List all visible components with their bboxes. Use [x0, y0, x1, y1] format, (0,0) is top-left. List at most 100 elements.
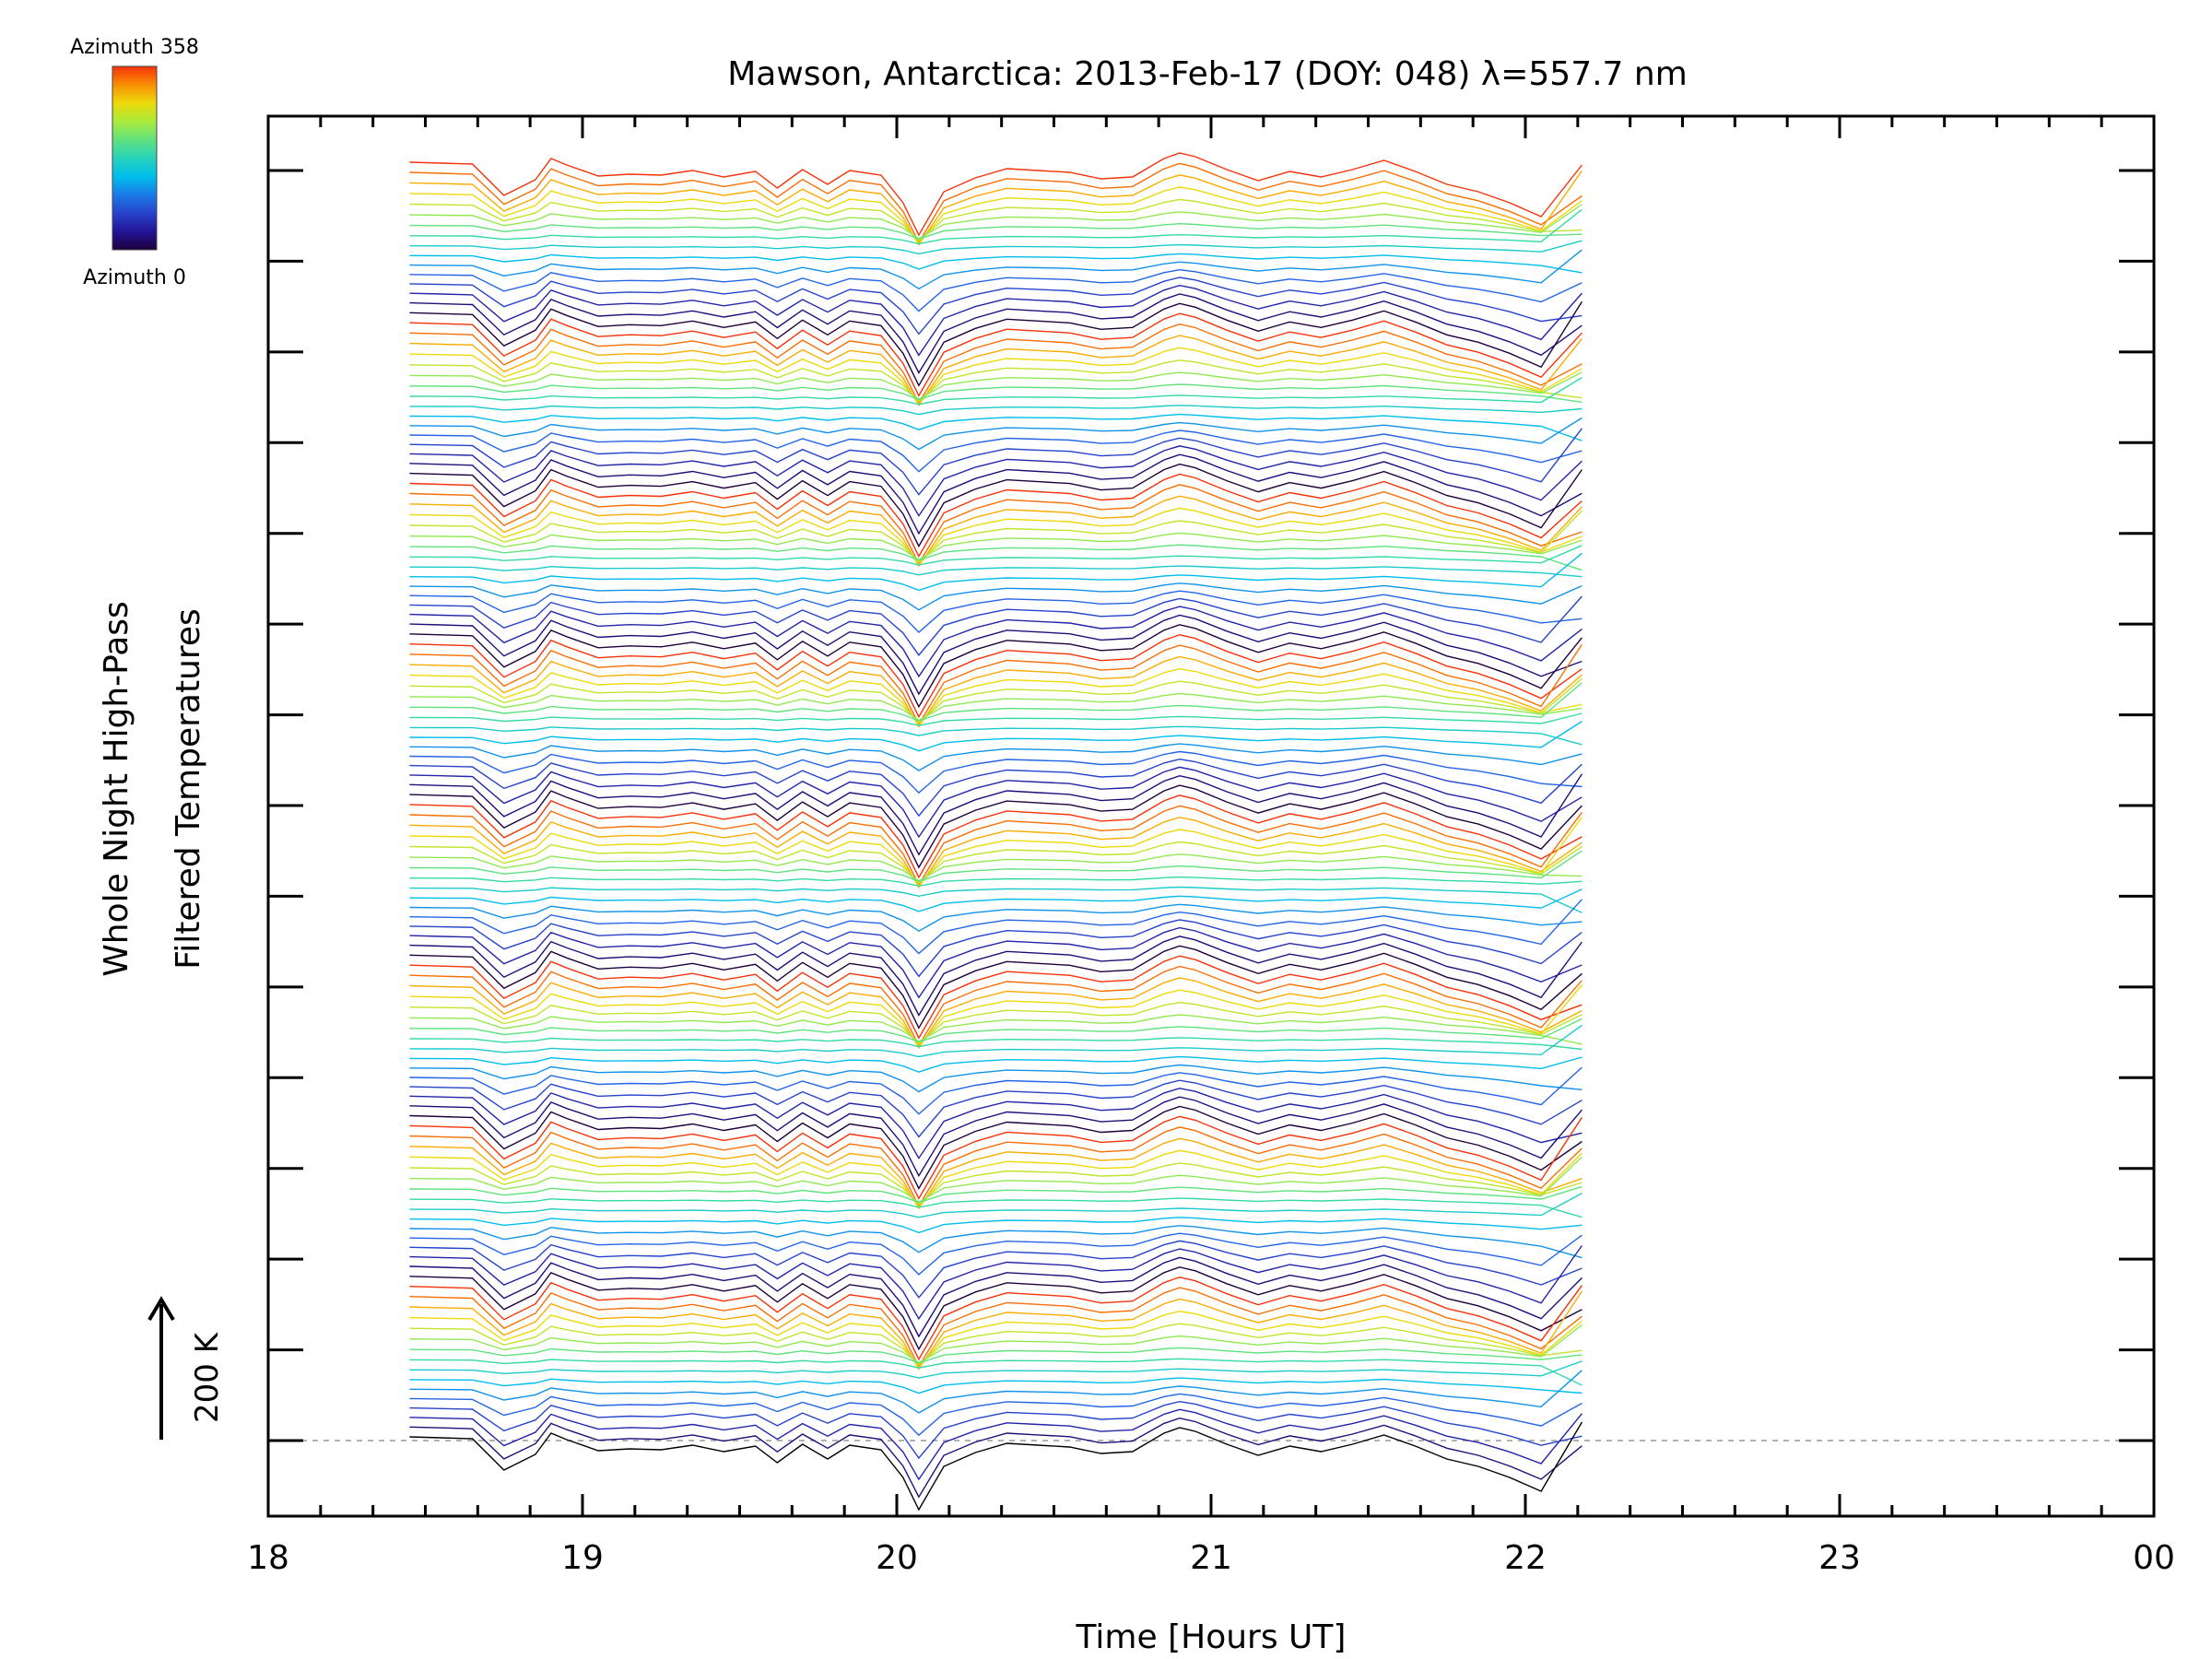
series-line-34 — [409, 1088, 1583, 1159]
series-line-21 — [409, 1225, 1583, 1259]
series-line-116 — [409, 268, 1583, 312]
series-line-28 — [409, 1149, 1583, 1208]
series-line-23 — [409, 1192, 1583, 1218]
series-line-18 — [409, 1245, 1583, 1321]
series-line-100 — [409, 429, 1583, 473]
series-line-25 — [409, 1185, 1583, 1204]
series-line-122 — [409, 204, 1583, 240]
series-line-59 — [409, 841, 1583, 885]
series-line-12 — [409, 1310, 1583, 1370]
series-line-41 — [409, 1018, 1583, 1043]
series-line-108 — [409, 347, 1583, 406]
series-line-98 — [409, 445, 1583, 517]
series-line-114 — [409, 284, 1583, 357]
series-line-29 — [409, 1137, 1583, 1210]
series-line-48 — [409, 945, 1583, 1030]
colorbar-max-label: Azimuth 358 — [70, 36, 199, 59]
series-line-26 — [409, 1156, 1583, 1204]
series-line-87 — [409, 565, 1583, 578]
series-line-103 — [409, 405, 1583, 416]
series-line-71 — [409, 725, 1583, 746]
series-line-117 — [409, 249, 1583, 290]
series-line-121 — [409, 222, 1583, 241]
series-line-57 — [409, 850, 1583, 882]
series-line-91 — [409, 510, 1583, 563]
scale-bar-arrow-icon — [147, 1296, 175, 1322]
series-line-5 — [409, 1370, 1583, 1414]
series-line-20 — [409, 1232, 1583, 1276]
colorbar: Azimuth 358 Azimuth 0 — [70, 36, 199, 289]
series-line-63 — [409, 794, 1583, 879]
series-line-119 — [409, 240, 1583, 255]
series-line-3 — [409, 1400, 1583, 1460]
series-line-16 — [409, 1266, 1583, 1351]
series-line-74 — [409, 692, 1583, 722]
series-line-85 — [409, 582, 1583, 611]
series-line-75 — [409, 677, 1583, 724]
series-line-96 — [409, 463, 1583, 548]
series-line-68 — [409, 750, 1583, 794]
series-line-56 — [409, 876, 1583, 888]
series-line-115 — [409, 276, 1583, 335]
series-line-104 — [409, 377, 1583, 406]
series-line-15 — [409, 1276, 1583, 1361]
series-line-44 — [409, 984, 1583, 1048]
series-line-78 — [409, 643, 1583, 726]
series-line-83 — [409, 595, 1583, 656]
series-line-11 — [409, 1323, 1583, 1366]
x-tick-label: 19 — [561, 1539, 604, 1577]
series-line-14 — [409, 1287, 1583, 1369]
series-line-123 — [409, 198, 1583, 242]
y-axis-label-line1: Whole Night High-Pass — [98, 601, 135, 977]
series-line-17 — [409, 1256, 1583, 1338]
series-line-51 — [409, 919, 1583, 978]
series-line-27 — [409, 1162, 1583, 1206]
series-line-88 — [409, 545, 1583, 566]
series-line-4 — [409, 1393, 1583, 1437]
series-line-32 — [409, 1105, 1583, 1190]
series-line-89 — [409, 544, 1583, 571]
series-line-93 — [409, 495, 1583, 568]
x-tick-label: 22 — [1504, 1539, 1547, 1577]
series-line-72 — [409, 712, 1583, 726]
series-line-24 — [409, 1197, 1583, 1218]
series-line-126 — [409, 162, 1583, 244]
series-line-35 — [409, 1079, 1583, 1138]
series-line-69 — [409, 743, 1583, 771]
series-line-47 — [409, 955, 1583, 1040]
series-line-38 — [409, 1055, 1583, 1073]
y-axis-label-line2: Filtered Temperatures — [170, 608, 207, 970]
series-line-58 — [409, 853, 1583, 882]
colorbar-gradient — [112, 65, 158, 251]
series-line-77 — [409, 655, 1583, 728]
series-line-65 — [409, 773, 1583, 856]
series-line-54 — [409, 888, 1583, 912]
series-line-110 — [409, 323, 1583, 405]
series-line-97 — [409, 453, 1583, 535]
series-line-53 — [409, 903, 1583, 933]
series-line-66 — [409, 766, 1583, 839]
series-line-64 — [409, 784, 1583, 869]
series-line-120 — [409, 208, 1583, 245]
series-line-79 — [409, 633, 1583, 719]
x-axis-label: Time [Hours UT] — [1076, 1618, 1347, 1656]
x-tick-label: 21 — [1190, 1539, 1232, 1577]
series-line-107 — [409, 359, 1583, 403]
series-line-90 — [409, 532, 1583, 561]
series-line-10 — [409, 1324, 1583, 1364]
series-line-101 — [409, 417, 1583, 451]
series-line-105 — [409, 383, 1583, 404]
series-line-112 — [409, 300, 1583, 387]
x-tick-label: 23 — [1818, 1539, 1861, 1577]
series-line-118 — [409, 253, 1583, 274]
series-line-67 — [409, 758, 1583, 818]
series-line-124 — [409, 186, 1583, 245]
series-line-8 — [409, 1358, 1583, 1386]
series-line-31 — [409, 1115, 1583, 1200]
series-line-36 — [409, 1066, 1583, 1115]
series-line-102 — [409, 413, 1583, 441]
series-line-73 — [409, 682, 1583, 722]
series-line-1 — [409, 1417, 1583, 1499]
series-line-55 — [409, 886, 1583, 913]
